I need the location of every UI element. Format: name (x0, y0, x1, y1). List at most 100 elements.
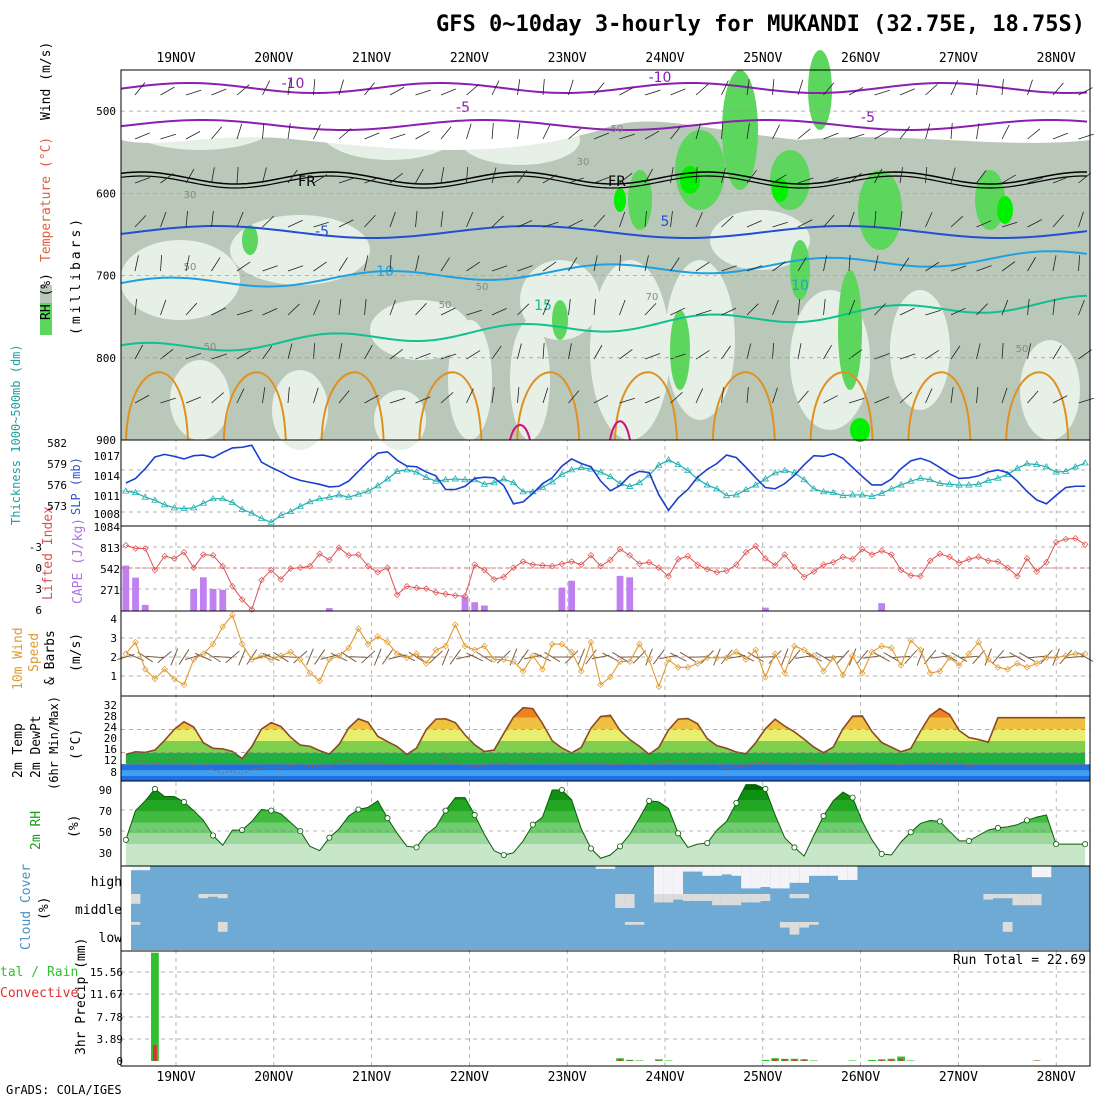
temp-contour-20 (809, 371, 874, 441)
li-point (965, 555, 973, 563)
thickness-point (897, 481, 905, 488)
wind-barb-10m (213, 655, 232, 659)
wind-barb (466, 309, 482, 316)
li-point (432, 589, 440, 596)
cape-bar (199, 577, 207, 611)
rh-point (239, 827, 246, 834)
rh2m-label-line2: (%) (67, 815, 82, 838)
wind-speed-point (306, 669, 314, 677)
thickness-point (432, 477, 440, 484)
rh-point (849, 794, 856, 801)
wind-speed-point (413, 650, 420, 658)
wind-barb (950, 215, 964, 228)
wind-barb (695, 261, 710, 272)
cloud-gap (692, 894, 703, 901)
wind-barb (1078, 397, 1094, 404)
thickness-point (810, 485, 818, 492)
contour-label: 15 (534, 298, 552, 314)
date-label-top: 25NOV (743, 51, 782, 66)
thickness-point (403, 466, 411, 473)
wind-barb (593, 214, 606, 228)
cape-bar (209, 588, 217, 611)
li-point (258, 576, 265, 584)
cloud-gap (634, 922, 645, 925)
wind-barb (1052, 82, 1064, 96)
temp-panel (121, 706, 1090, 781)
cloud-gap (779, 922, 790, 928)
wind-barb (491, 167, 497, 184)
wind-barb (134, 344, 144, 360)
li-point (975, 553, 982, 561)
wind-barb (721, 123, 724, 140)
wind-barb (517, 303, 530, 316)
li-point (587, 552, 595, 559)
cloud-gap (217, 922, 228, 932)
wind-speed-point (287, 648, 294, 656)
li-point (190, 564, 197, 572)
wind-barb (721, 345, 731, 360)
li-point (568, 558, 575, 565)
rh2m-label-line1: 2m RH (29, 811, 44, 850)
thickness-point (558, 470, 566, 477)
wind-barb (950, 167, 956, 184)
date-label-bottom: 25NOV (743, 1070, 782, 1085)
wind-barb (848, 87, 864, 96)
cape-bar (878, 603, 886, 611)
li-point (219, 562, 227, 570)
cloud-label-line2: (%) (37, 897, 52, 920)
thickness-point (907, 477, 915, 484)
wind-barb (211, 392, 224, 404)
wind-barb (313, 221, 329, 228)
rh-shading-area (890, 290, 950, 410)
rh-point (791, 844, 798, 851)
wind-barb (1052, 176, 1069, 184)
wind-speed-point (946, 654, 953, 661)
wind-speed-point (481, 642, 488, 650)
wind-barb-10m (848, 648, 857, 666)
cloud-gap (838, 866, 848, 880)
wind-speed-point (1023, 664, 1031, 671)
li-point (1052, 538, 1060, 546)
thickness-point (945, 480, 954, 487)
wind-barb (415, 89, 431, 96)
wind-barb (976, 79, 980, 96)
wind-label-line4: (m/s) (69, 633, 84, 672)
thickness-point (335, 491, 343, 498)
wind-speed-point (1062, 652, 1070, 660)
wind-barb (542, 261, 557, 272)
wind-label-line3: & Barbs (43, 630, 58, 685)
cloud-gap (653, 866, 664, 894)
wind-speed-point (326, 656, 333, 663)
thickness-point (441, 475, 450, 483)
thickness-point (626, 482, 634, 489)
wind-barb (287, 303, 300, 316)
wind-speed-point (878, 642, 885, 650)
li-point (229, 582, 236, 590)
rh-point (587, 845, 594, 852)
precip-tick: 11.67 (90, 988, 123, 1001)
wind-speed-point (345, 644, 353, 652)
contour-label: -5 (315, 224, 329, 240)
wind-barb (644, 130, 660, 140)
li-point (122, 541, 130, 549)
cloud-gap (799, 866, 809, 883)
wind-barb (899, 167, 903, 184)
wind-barb (262, 123, 265, 140)
wind-barb-10m (998, 655, 1017, 659)
wind-speed-point (636, 640, 643, 648)
thickness-point (926, 475, 934, 483)
cape-bar (219, 589, 227, 611)
li-point (500, 573, 508, 581)
li-point (577, 561, 585, 568)
wind-barb (721, 215, 734, 228)
upper-air-panel: -10 -10 -5 -5 FR FR -5 5 10 10 15 30 30 50 50 50 50 50 70 5… (40, 50, 1094, 450)
li-point (791, 563, 798, 571)
li-tick: 3 (35, 583, 42, 596)
temp-panel-ylabels: 2m Temp 2m DewPt (6hr Min/Max) (°C) (11, 696, 84, 790)
date-label-bottom: 23NOV (548, 1070, 587, 1085)
li-point (926, 557, 934, 565)
cloud-gap (731, 866, 742, 876)
precip-total-bar (664, 1060, 673, 1061)
date-label-top: 27NOV (939, 51, 978, 66)
